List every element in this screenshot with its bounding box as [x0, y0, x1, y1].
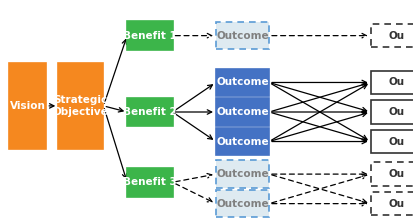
Text: Benefit 3: Benefit 3 — [123, 177, 176, 187]
Text: Benefit 2: Benefit 2 — [123, 107, 176, 117]
Text: Outcome: Outcome — [216, 136, 268, 146]
FancyBboxPatch shape — [215, 190, 268, 217]
Text: Ou: Ou — [387, 31, 404, 41]
FancyBboxPatch shape — [370, 71, 413, 94]
Text: Ou: Ou — [387, 169, 404, 179]
FancyBboxPatch shape — [58, 63, 103, 149]
FancyBboxPatch shape — [370, 24, 413, 47]
FancyBboxPatch shape — [370, 192, 413, 215]
Text: Outcome: Outcome — [216, 107, 268, 117]
FancyBboxPatch shape — [127, 98, 172, 126]
Text: Outcome: Outcome — [216, 78, 268, 88]
FancyBboxPatch shape — [215, 69, 268, 96]
FancyBboxPatch shape — [215, 98, 268, 126]
FancyBboxPatch shape — [215, 128, 268, 155]
FancyBboxPatch shape — [370, 130, 413, 153]
Text: Ou: Ou — [387, 78, 404, 88]
FancyBboxPatch shape — [127, 168, 172, 196]
Text: Strategic
Objective: Strategic Objective — [53, 95, 109, 117]
Text: Benefit 1: Benefit 1 — [123, 31, 176, 41]
Text: Outcome: Outcome — [216, 31, 268, 41]
Text: Ou: Ou — [387, 199, 404, 209]
Text: Vision: Vision — [9, 101, 45, 111]
Text: Ou: Ou — [387, 107, 404, 117]
FancyBboxPatch shape — [127, 21, 172, 50]
FancyBboxPatch shape — [370, 100, 413, 124]
Text: Outcome: Outcome — [216, 199, 268, 209]
Text: Ou: Ou — [387, 136, 404, 146]
FancyBboxPatch shape — [215, 160, 268, 188]
FancyBboxPatch shape — [9, 63, 46, 149]
FancyBboxPatch shape — [215, 22, 268, 49]
FancyBboxPatch shape — [370, 162, 413, 186]
Text: Outcome: Outcome — [216, 169, 268, 179]
